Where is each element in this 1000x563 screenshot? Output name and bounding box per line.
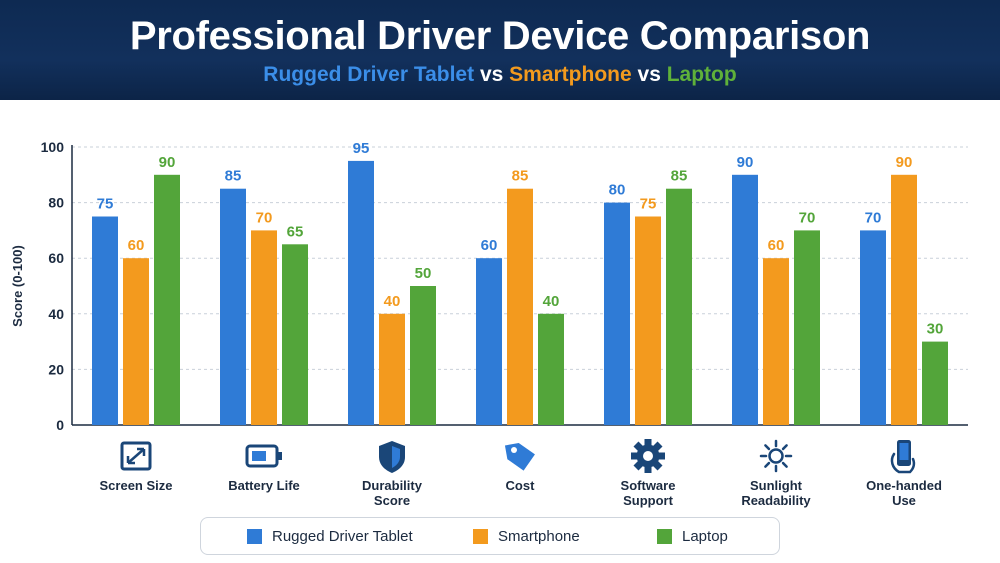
y-tick-label: 60 — [48, 250, 64, 266]
x-tick-label: Durability — [362, 478, 423, 493]
data-label: 30 — [927, 321, 944, 338]
page-title: Professional Driver Device Comparison — [129, 14, 871, 58]
bar-chart: 0 20 40 60 80 100 Score (0-100) 75 60 90 Screen Si… — [10, 139, 968, 508]
bar — [282, 244, 308, 425]
bar — [220, 188, 246, 425]
data-label: 40 — [384, 293, 401, 310]
phone-hand-icon — [890, 440, 916, 474]
bar — [92, 216, 118, 425]
data-label: 75 — [640, 196, 657, 213]
data-label: 95 — [353, 140, 370, 157]
x-tick-label: Readability — [741, 493, 811, 508]
subtitle-laptop: Laptop — [666, 63, 737, 86]
page-subtitle: Rugged Driver Tablet vs Smartphone vs La… — [0, 63, 1000, 87]
price-tag-icon — [504, 443, 535, 471]
y-axis-label: Score (0-100) — [10, 245, 25, 327]
battery-icon — [245, 444, 282, 468]
data-label: 90 — [159, 154, 176, 171]
x-tick-label: Software — [621, 478, 676, 493]
x-tick-label: Cost — [506, 478, 536, 493]
data-label: 75 — [97, 196, 114, 213]
y-tick-label: 0 — [56, 417, 64, 433]
shield-icon — [379, 441, 405, 473]
bar — [666, 188, 692, 425]
data-label: 90 — [896, 154, 913, 171]
legend-label-smartphone: Smartphone — [498, 527, 580, 545]
chart-legend: Rugged Driver Tablet Smartphone Laptop — [200, 517, 780, 555]
data-label: 50 — [415, 265, 432, 282]
legend-item-laptop: Laptop — [657, 526, 728, 546]
header-banner: Professional Driver Device Comparison Ru… — [0, 0, 1000, 100]
legend-item-smartphone: Smartphone — [473, 526, 580, 546]
subtitle-vs-2: vs — [637, 63, 661, 86]
data-label: 60 — [481, 237, 498, 254]
subtitle-tablet: Rugged Driver Tablet — [263, 63, 475, 86]
resize-icon — [120, 441, 152, 471]
bar — [922, 341, 948, 425]
bar — [123, 258, 149, 425]
x-tick-label: Sunlight — [750, 478, 803, 493]
legend-label-laptop: Laptop — [682, 527, 728, 545]
legend-swatch-tablet — [247, 528, 262, 544]
bar — [604, 202, 630, 425]
data-label: 60 — [768, 237, 785, 254]
bar — [538, 313, 564, 425]
bar — [891, 174, 917, 425]
data-label: 60 — [128, 237, 145, 254]
gear-icon — [631, 439, 665, 473]
bar — [732, 174, 758, 425]
subtitle-smartphone: Smartphone — [509, 63, 632, 86]
legend-swatch-laptop — [657, 528, 672, 544]
data-label: 40 — [543, 293, 560, 310]
bar — [251, 230, 277, 425]
data-label: 70 — [865, 209, 882, 226]
y-tick-label: 80 — [48, 195, 64, 211]
bar — [794, 230, 820, 425]
bar — [476, 258, 502, 425]
x-tick-label: Score — [374, 493, 410, 508]
bar — [154, 174, 180, 425]
y-tick-label: 40 — [48, 306, 64, 322]
y-tick-label: 20 — [48, 361, 64, 377]
bar — [507, 188, 533, 425]
data-label: 80 — [609, 182, 626, 199]
x-tick-label: Support — [623, 493, 673, 508]
bar — [379, 313, 405, 425]
data-label: 85 — [225, 168, 242, 185]
data-label: 85 — [671, 168, 688, 185]
bar — [348, 160, 374, 425]
data-label: 65 — [287, 223, 304, 240]
bar — [410, 286, 436, 425]
data-label: 90 — [737, 154, 754, 171]
x-tick-label: One-handed — [866, 478, 942, 493]
sun-icon — [759, 439, 793, 473]
data-label: 70 — [256, 209, 273, 226]
subtitle-vs-1: vs — [479, 63, 504, 86]
bar — [763, 258, 789, 425]
legend-item-tablet: Rugged Driver Tablet — [247, 526, 413, 546]
legend-label-tablet: Rugged Driver Tablet — [272, 527, 413, 545]
x-tick-label: Use — [892, 493, 916, 508]
y-tick-label: 100 — [41, 139, 65, 155]
x-tick-label: Battery Life — [228, 478, 300, 493]
bar — [860, 230, 886, 425]
data-label: 70 — [799, 209, 816, 226]
data-label: 85 — [512, 168, 529, 185]
x-tick-label: Screen Size — [100, 478, 173, 493]
bar — [635, 216, 661, 425]
legend-swatch-smartphone — [473, 528, 488, 544]
